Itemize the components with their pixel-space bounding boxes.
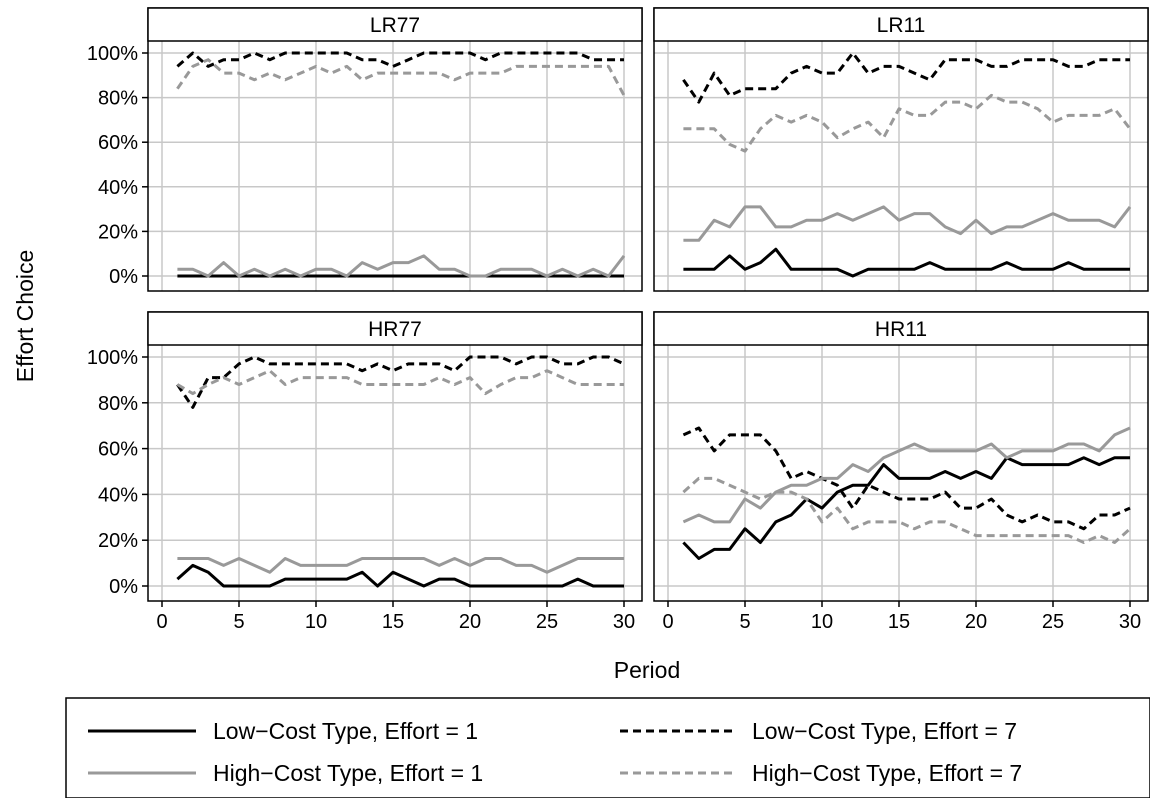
- y-tick-label: 0%: [109, 266, 138, 288]
- y-tick-label: 80%: [98, 393, 138, 415]
- y-tick-label: 20%: [98, 221, 138, 243]
- series-line-high-cost-type-effort-1: [177, 254, 626, 278]
- legend: Low−Cost Type, Effort = 1 Low−Cost Type, …: [65, 697, 1150, 798]
- panel-lr11: LR11: [653, 7, 1149, 292]
- series-line-low-cost-type-effort-7: [176, 51, 624, 68]
- panel-lr77: LR77 0% 20% 40% 60% 80% 100%: [87, 7, 643, 292]
- panel-title: LR77: [370, 14, 420, 37]
- x-tick-label: 15: [382, 611, 404, 633]
- panel-background: [654, 345, 1148, 601]
- series-line-low-cost-type-effort-1: [682, 456, 1130, 560]
- y-tick-label: 40%: [98, 484, 138, 506]
- x-tick-label: 25: [1042, 611, 1064, 633]
- x-tick-label: 15: [888, 611, 910, 633]
- y-tick-label: 60%: [98, 132, 138, 154]
- legend-box: [65, 697, 1150, 798]
- y-tick-label: 0%: [109, 576, 138, 598]
- x-tick-label: 0: [662, 611, 673, 633]
- legend-label: High−Cost Type, Effort = 7: [752, 760, 1022, 786]
- panel-strip: [147, 311, 643, 346]
- series-line-low-cost-type-effort-1: [683, 247, 1130, 278]
- x-tick-label: 30: [613, 611, 635, 633]
- series-line-low-cost-type-effort-7: [682, 51, 1130, 104]
- series-line-high-cost-type-effort-7: [683, 93, 1132, 153]
- panel-title: HR11: [875, 318, 927, 341]
- x-tick-label: 0: [156, 611, 167, 633]
- series-line-low-cost-type-effort-7: [176, 355, 625, 409]
- y-tick-label: 80%: [98, 88, 138, 110]
- x-tick-label: 10: [811, 611, 833, 633]
- series-line-high-cost-type-effort-1: [683, 205, 1132, 242]
- series-line-high-cost-type-effort-7: [682, 476, 1131, 544]
- y-tick-label: 20%: [98, 530, 138, 552]
- panel-strip: [653, 7, 1149, 42]
- panel-title: LR11: [877, 14, 926, 37]
- series-line-high-cost-type-effort-7: [176, 369, 624, 396]
- panel-background: [654, 41, 1148, 291]
- panel-hr11: HR11 0 5 10 15 20 25 30: [653, 311, 1149, 633]
- legend-label: Low−Cost Type, Effort = 7: [752, 718, 1017, 744]
- legend-item-high-cost-type-effort-7: High−Cost Type, Effort = 7: [620, 760, 1022, 786]
- panel-background: [148, 41, 642, 291]
- x-tick-label: 20: [965, 611, 987, 633]
- series-line-low-cost-type-effort-7: [682, 426, 1131, 531]
- x-tick-label: 5: [233, 611, 244, 633]
- y-tick-label: 40%: [98, 177, 138, 199]
- x-tick-label: 5: [739, 611, 750, 633]
- y-tick-label: 100%: [87, 43, 138, 65]
- legend-label: Low−Cost Type, Effort = 1: [213, 718, 478, 744]
- series-line-high-cost-type-effort-1: [177, 557, 624, 574]
- series-line-high-cost-type-effort-1: [682, 426, 1131, 524]
- x-tick-label: 25: [536, 611, 558, 633]
- x-tick-label: 30: [1119, 611, 1141, 633]
- panel-strip: [653, 311, 1149, 346]
- panel-title: HR77: [368, 318, 422, 341]
- y-tick-label: 60%: [98, 439, 138, 461]
- legend-item-low-cost-type-effort-1: Low−Cost Type, Effort = 1: [88, 718, 478, 744]
- legend-item-low-cost-type-effort-7: Low−Cost Type, Effort = 7: [620, 718, 1017, 744]
- panel-strip: [147, 7, 643, 42]
- x-axis-label: Period: [614, 657, 680, 683]
- x-tick-label: 10: [305, 611, 327, 633]
- series-line-low-cost-type-effort-1: [176, 563, 624, 588]
- y-axis-label: Effort Choice: [12, 250, 38, 383]
- series-line-high-cost-type-effort-7: [176, 58, 626, 97]
- panel-hr77: HR77 0% 20% 40% 60% 80% 100% 0 5 10 15 20 25 30: [87, 311, 643, 633]
- legend-label: High−Cost Type, Effort = 1: [213, 760, 483, 786]
- y-tick-label: 100%: [87, 347, 138, 369]
- legend-item-high-cost-type-effort-1: High−Cost Type, Effort = 1: [88, 760, 483, 786]
- x-tick-label: 20: [459, 611, 481, 633]
- chart-panels: LR77 0% 20% 40% 60% 80% 100% LR11 HR77 0% 20% 40% 60…: [87, 7, 1149, 633]
